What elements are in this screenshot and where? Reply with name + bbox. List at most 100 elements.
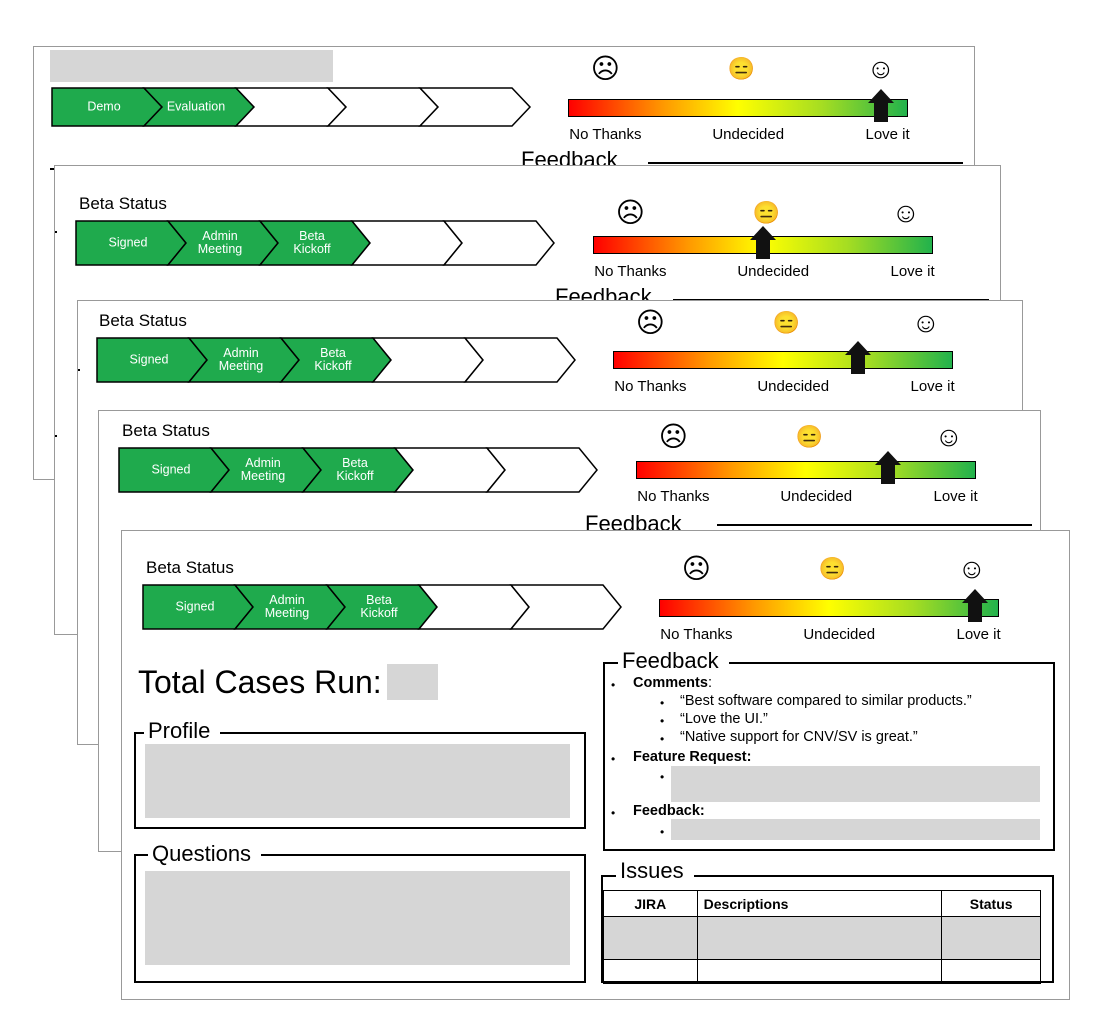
profile-content-redacted — [145, 744, 570, 818]
stage-label: Admin Meeting — [240, 456, 286, 483]
comments-label: Comments — [633, 675, 708, 691]
bullet: • — [660, 696, 665, 710]
bullet: • — [660, 825, 665, 839]
scale-label-no-thanks: No Thanks — [637, 488, 710, 505]
total-cases-label: Total Cases Run: — [138, 664, 382, 700]
card-title: Beta Status — [146, 558, 234, 577]
feedback-section-title: Feedback — [581, 513, 692, 535]
stage-label: Beta Kickoff — [314, 346, 352, 373]
card-title: Beta Status — [79, 194, 167, 213]
stage-chevron-empty — [509, 584, 622, 630]
questions-title: Questions — [148, 843, 262, 865]
scale-label-love-it: Love it — [933, 488, 978, 505]
happy-face-icon: ☺ — [911, 307, 941, 338]
scale-label-love-it: Love it — [910, 378, 955, 395]
happy-face-icon: ☺ — [934, 421, 964, 452]
column-status: Status — [941, 889, 1041, 918]
stage-chevron-empty — [418, 87, 532, 127]
sentiment-gradient-bar — [568, 99, 908, 117]
stage-label: Beta Kickoff — [293, 229, 331, 256]
issues-table: JIRA Descriptions Status — [603, 889, 1041, 985]
stage-label: Signed — [129, 352, 169, 367]
title-redacted — [50, 50, 333, 82]
scale-label-no-thanks: No Thanks — [594, 263, 667, 280]
sentiment-gradient-bar — [659, 599, 999, 617]
total-cases-value-redacted — [387, 664, 438, 700]
issues-title: Issues — [616, 860, 694, 882]
stage-label: Beta Kickoff — [336, 456, 374, 483]
stage-label: Evaluation — [166, 99, 226, 114]
bullet: • — [660, 770, 665, 784]
stage-label: Signed — [151, 462, 191, 477]
sad-face-icon: ☹ — [681, 553, 711, 584]
left-bracket — [78, 369, 80, 371]
scale-label-undecided: Undecided — [757, 378, 830, 395]
chevron-pipeline — [75, 220, 555, 266]
neutral-face-icon: 😑 — [752, 200, 781, 225]
bullet: • — [611, 678, 616, 692]
comment-item: “Native support for CNV/SV is great.” — [680, 729, 918, 745]
sentiment-gradient-bar — [636, 461, 976, 479]
bullet: • — [611, 806, 616, 820]
questions-box — [134, 854, 586, 983]
scale-label-undecided: Undecided — [737, 263, 810, 280]
table-row — [603, 916, 1041, 960]
scale-label-no-thanks: No Thanks — [660, 626, 733, 643]
sad-face-icon: ☹ — [635, 307, 665, 338]
stage-label: Admin Meeting — [197, 229, 243, 256]
scale-label-love-it: Love it — [890, 263, 935, 280]
scale-label-no-thanks: No Thanks — [569, 126, 642, 143]
happy-face-icon: ☺ — [891, 197, 921, 228]
sad-face-icon: ☹ — [590, 53, 620, 84]
stage-label: Admin Meeting — [264, 593, 310, 620]
stage-chevron-empty — [485, 447, 598, 493]
profile-title: Profile — [144, 720, 221, 742]
scale-label-no-thanks: No Thanks — [614, 378, 687, 395]
scale-label-undecided: Undecided — [803, 626, 876, 643]
comments-colon: : — [707, 675, 712, 691]
feedback-box-top-border — [717, 524, 1032, 526]
comments-heading: Comments: — [633, 674, 712, 692]
table-row — [603, 958, 1041, 985]
sentiment-gradient-bar — [613, 351, 953, 369]
column-jira: JIRA — [603, 889, 698, 918]
scale-label-love-it: Love it — [865, 126, 910, 143]
comment-item: “Best software compared to similar produ… — [680, 693, 972, 709]
happy-face-icon: ☺ — [957, 553, 987, 584]
feature-request-redacted — [671, 766, 1040, 802]
chevron-pipeline — [142, 584, 622, 630]
happy-face-icon: ☺ — [866, 53, 896, 84]
feedback-list: • Comments: • “Best software compared to… — [608, 674, 1048, 844]
stage-label: Signed — [108, 235, 148, 250]
neutral-face-icon: 😑 — [795, 424, 824, 449]
sad-face-icon: ☹ — [615, 197, 645, 228]
comment-item: “Love the UI.” — [680, 711, 768, 727]
feedback-label: Feedback: — [633, 803, 705, 819]
stage-label: Admin Meeting — [218, 346, 264, 373]
left-bracket — [55, 435, 57, 437]
stage-label: Beta Kickoff — [360, 593, 398, 620]
left-bracket — [98, 491, 99, 493]
stage-chevron-empty — [442, 220, 555, 266]
chevron-pipeline — [96, 337, 576, 383]
scale-label-undecided: Undecided — [780, 488, 853, 505]
profile-box — [134, 732, 586, 829]
sad-face-icon: ☹ — [658, 421, 688, 452]
status-card-front: Beta Status Signed Admin Meeting Beta Kickof… — [121, 530, 1070, 1000]
stage-chevron-empty — [463, 337, 576, 383]
bullet: • — [660, 732, 665, 746]
issues-header-row: JIRA Descriptions Status — [603, 889, 1041, 918]
neutral-face-icon: 😑 — [772, 310, 801, 335]
feedback-redacted — [671, 819, 1040, 840]
questions-content-redacted — [145, 871, 570, 965]
scale-label-undecided: Undecided — [712, 126, 785, 143]
neutral-face-icon: 😑 — [727, 56, 756, 81]
feedback-title: Feedback — [618, 650, 729, 672]
neutral-face-icon: 😑 — [818, 556, 847, 581]
stage-label: Demo — [87, 99, 121, 114]
left-bracket — [55, 231, 57, 233]
stage-label: Signed — [175, 599, 215, 614]
card-title: Beta Status — [122, 421, 210, 440]
scale-label-love-it: Love it — [956, 626, 1001, 643]
card-title: Beta Status — [99, 311, 187, 330]
